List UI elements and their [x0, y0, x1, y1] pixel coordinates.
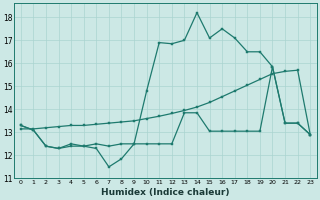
X-axis label: Humidex (Indice chaleur): Humidex (Indice chaleur) [101, 188, 230, 197]
